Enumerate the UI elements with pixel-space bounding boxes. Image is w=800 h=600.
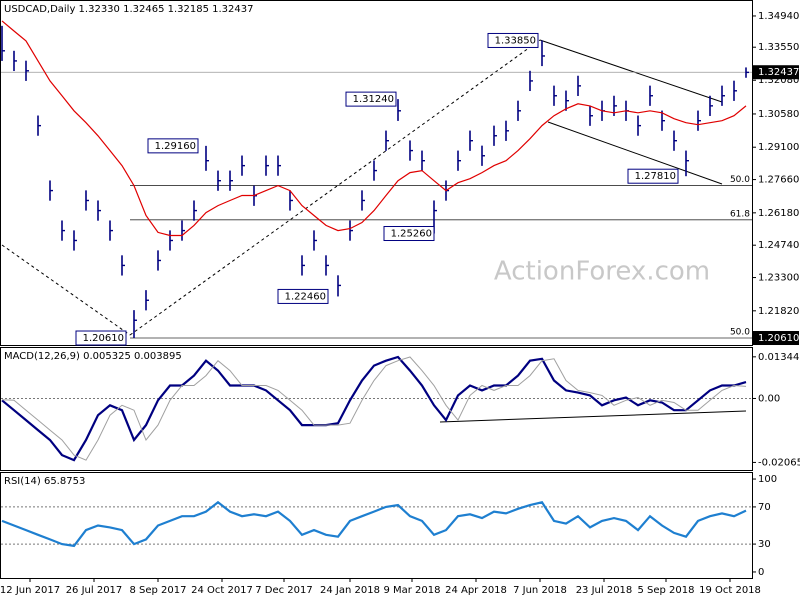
channel-line	[547, 121, 723, 185]
y-tick-label: 1.33550	[758, 42, 799, 53]
y-tick-label: 70	[758, 502, 771, 513]
x-tick-label: 24 Jan 2018	[320, 585, 380, 596]
title-background	[2, 351, 184, 362]
annotation-box	[75, 330, 127, 346]
price-mark-box	[753, 331, 799, 346]
annotation-box	[383, 226, 435, 242]
annotation-box	[627, 168, 679, 184]
x-tick-label: 19 Oct 2018	[699, 585, 761, 596]
trend-line	[129, 39, 541, 336]
y-tick-label: -0.020652	[758, 457, 800, 468]
price-panel	[0, 0, 753, 346]
y-tick-label: 1.32080	[758, 75, 799, 86]
annotation-label: 1.22460	[285, 291, 326, 302]
annotation-box	[345, 91, 397, 107]
annotation-box	[487, 32, 539, 48]
y-tick-label: 1.34940	[758, 11, 799, 22]
panel-title: MACD(12,26,9) 0.005325 0.003895	[4, 351, 182, 362]
y-tick-label: 0.00	[758, 393, 780, 404]
annotation-box	[147, 138, 199, 154]
macd-panel	[0, 347, 753, 471]
level-label: 50.0	[730, 328, 750, 338]
series-line	[1, 356, 747, 461]
moving-average	[1, 20, 747, 237]
price-mark-label: 1.20610	[758, 333, 799, 344]
annotation-label: 1.33850	[495, 35, 536, 46]
x-tick-label: 24 Apr 2018	[445, 585, 507, 596]
x-tick-label: 8 Sep 2017	[129, 585, 186, 596]
y-tick-label: 100	[758, 474, 777, 485]
series-line	[1, 500, 747, 548]
trend-line	[1, 244, 131, 336]
x-tick-label: 24 Oct 2017	[191, 585, 253, 596]
series-line	[1, 355, 747, 462]
annotation-label: 1.25260	[391, 229, 432, 240]
y-tick-label: 30	[758, 539, 771, 550]
y-tick-label: 1.29100	[758, 142, 799, 153]
title-background	[2, 476, 88, 487]
annotation-label: 1.20610	[83, 333, 124, 344]
annotation-label: 1.27810	[635, 171, 676, 182]
panel-title: RSI(14) 65.8753	[4, 476, 85, 487]
channel-line	[539, 39, 723, 103]
price-mark-label: 1.32437	[758, 67, 799, 78]
x-tick-label: 23 Jul 2018	[576, 585, 633, 596]
rsi-panel	[0, 472, 753, 579]
annotation-label: 1.31240	[353, 94, 394, 105]
x-tick-label: 12 Jun 2017	[0, 585, 60, 596]
price-mark-box	[753, 65, 799, 80]
y-tick-label: 1.30580	[758, 109, 799, 120]
y-tick-label: 1.21820	[758, 306, 799, 317]
watermark: ActionForex.com	[494, 257, 710, 287]
level-label: 50.0	[730, 175, 750, 185]
level-label: 61.8	[730, 209, 750, 219]
y-tick-label: 1.24740	[758, 240, 799, 251]
macd-trend-line	[439, 410, 747, 423]
y-tick-label: 0.013447	[758, 352, 800, 363]
title-background	[2, 4, 256, 15]
x-tick-label: 7 Jun 2018	[513, 585, 567, 596]
x-tick-label: 5 Sep 2018	[637, 585, 694, 596]
x-tick-label: 7 Dec 2017	[255, 585, 313, 596]
y-tick-label: 0	[758, 567, 764, 578]
y-tick-label: 1.23300	[758, 273, 799, 284]
panel-title: USDCAD,Daily 1.32330 1.32465 1.32185 1.3…	[4, 4, 254, 15]
x-tick-label: 9 Mar 2018	[383, 585, 440, 596]
annotation-label: 1.29160	[155, 141, 196, 152]
x-tick-label: 26 Jul 2017	[66, 585, 123, 596]
y-tick-label: 1.26180	[758, 208, 799, 219]
annotation-box	[277, 288, 329, 304]
y-tick-label: 1.27660	[758, 175, 799, 186]
